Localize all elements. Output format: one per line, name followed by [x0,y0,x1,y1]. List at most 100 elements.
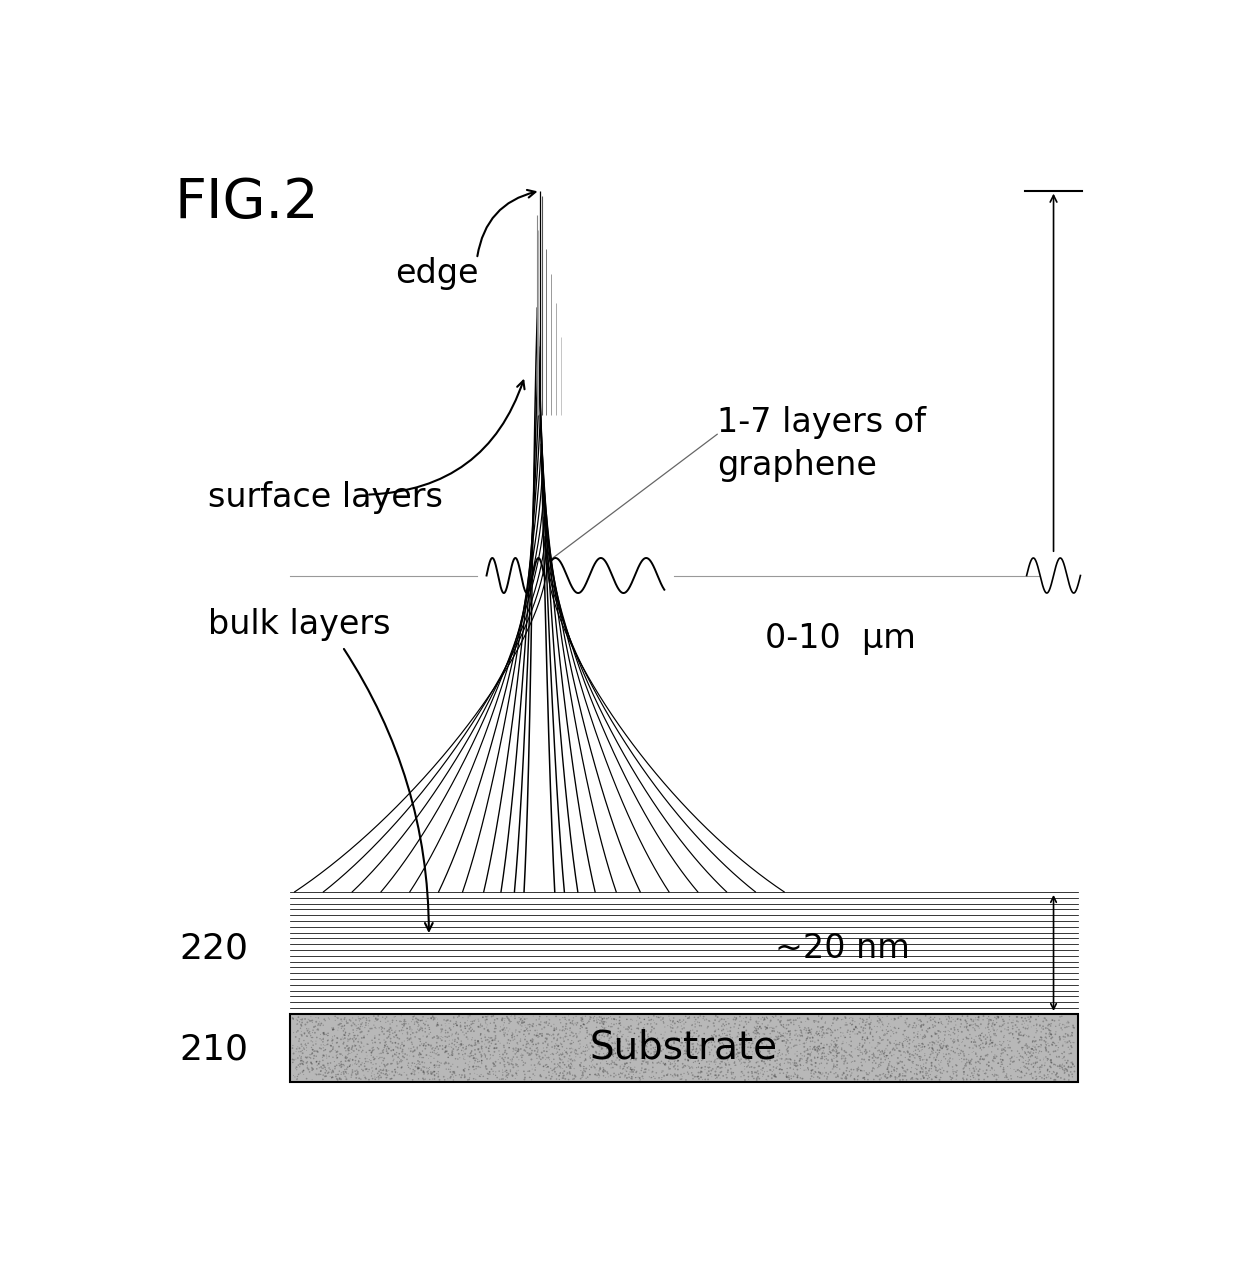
Point [837,1022,857,1042]
Point [453,1045,472,1065]
Point [718,1049,738,1069]
Point [567,1026,587,1046]
Point [973,1049,993,1069]
Point [577,1059,596,1079]
Point [676,1042,696,1063]
Point [978,1052,998,1073]
Point [924,1040,944,1060]
Point [398,1052,418,1073]
Point [549,1045,569,1065]
Point [314,1046,334,1066]
Point [365,1015,384,1035]
Point [882,1061,901,1082]
Point [386,1059,405,1079]
Point [750,1056,770,1077]
Point [963,1009,983,1030]
Point [1011,1046,1030,1066]
Point [301,1027,321,1047]
Point [515,1030,534,1050]
Point [918,1018,937,1039]
Point [1038,1060,1058,1080]
Point [573,1008,593,1028]
Point [921,1059,941,1079]
Point [928,1021,947,1041]
Point [298,1026,317,1046]
Point [780,1049,800,1069]
Point [932,1058,952,1078]
Point [1008,1060,1028,1080]
Point [343,1022,363,1042]
Point [635,1059,655,1079]
Point [584,1008,604,1028]
Point [675,1044,694,1064]
Point [634,1018,653,1039]
Point [408,1016,428,1036]
Point [1038,1034,1058,1054]
Point [358,1021,378,1041]
Point [534,1012,554,1032]
Point [572,1068,591,1088]
Point [419,1058,439,1078]
Point [498,1037,518,1058]
Point [1047,1063,1066,1083]
Point [734,1017,754,1037]
Point [944,1009,963,1030]
Point [357,1034,377,1054]
Point [432,1052,451,1073]
Point [925,1034,945,1054]
Point [703,1045,723,1065]
Point [308,1020,327,1040]
Point [593,1061,613,1082]
Point [605,1009,625,1030]
Point [901,1058,921,1078]
Point [649,1045,668,1065]
Point [998,1035,1018,1055]
Point [801,1050,821,1070]
Point [598,1042,618,1063]
Point [314,1046,334,1066]
Point [770,1012,790,1032]
Point [553,1017,573,1037]
Point [994,1026,1014,1046]
Point [410,1011,430,1031]
Point [977,1055,997,1075]
Point [970,1018,990,1039]
Point [377,1068,397,1088]
Point [797,1047,817,1068]
Point [878,1061,898,1082]
Point [1019,1037,1039,1058]
Point [572,1065,591,1085]
Point [365,1028,384,1049]
Point [1022,1045,1042,1065]
Point [456,1027,476,1047]
Point [683,1069,703,1089]
Point [986,1035,1006,1055]
Point [962,1049,982,1069]
Point [548,1025,568,1045]
Point [826,1063,846,1083]
Point [575,1061,595,1082]
Point [908,1026,928,1046]
Point [490,1044,510,1064]
Point [424,1055,444,1075]
Point [598,1063,618,1083]
Point [712,1009,732,1030]
Point [997,1045,1017,1065]
Point [828,1036,848,1056]
Point [869,1008,889,1028]
Point [305,1041,325,1061]
Point [590,1013,610,1034]
Point [331,1064,351,1084]
Point [574,1041,594,1061]
Point [1016,1035,1035,1055]
Point [1027,1049,1047,1069]
Point [491,1020,511,1040]
Point [439,1059,459,1079]
Point [769,1026,789,1046]
Point [559,1049,579,1069]
Point [839,1061,859,1082]
Point [959,1021,978,1041]
Point [1027,1021,1047,1041]
Point [1019,1009,1039,1030]
Point [404,1054,424,1074]
